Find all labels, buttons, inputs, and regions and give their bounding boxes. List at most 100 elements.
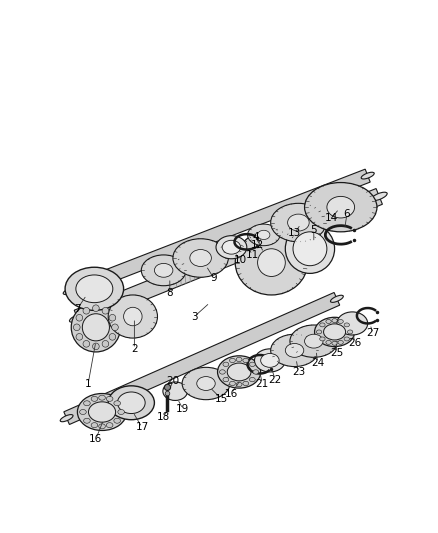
Ellipse shape (326, 319, 331, 324)
Ellipse shape (164, 384, 170, 391)
Ellipse shape (108, 386, 155, 419)
Polygon shape (67, 169, 370, 297)
Text: 3: 3 (191, 311, 198, 321)
Text: 7: 7 (74, 304, 81, 314)
Ellipse shape (114, 401, 120, 406)
Text: 20: 20 (166, 376, 180, 386)
Ellipse shape (230, 358, 235, 362)
Ellipse shape (91, 423, 98, 427)
Polygon shape (74, 189, 382, 326)
Text: 11: 11 (246, 250, 259, 260)
Ellipse shape (243, 381, 249, 386)
Text: 9: 9 (210, 273, 217, 283)
Ellipse shape (223, 377, 229, 382)
Ellipse shape (92, 343, 99, 350)
Ellipse shape (285, 343, 304, 357)
Ellipse shape (320, 337, 325, 341)
Ellipse shape (88, 402, 116, 422)
Ellipse shape (337, 312, 367, 335)
Ellipse shape (99, 424, 106, 429)
Text: 19: 19 (176, 404, 190, 414)
Ellipse shape (320, 323, 325, 327)
Ellipse shape (112, 324, 118, 330)
Ellipse shape (304, 182, 377, 232)
Ellipse shape (261, 353, 279, 367)
Ellipse shape (118, 409, 124, 415)
Ellipse shape (114, 418, 120, 423)
Ellipse shape (109, 314, 116, 321)
Ellipse shape (83, 308, 90, 314)
Ellipse shape (338, 319, 343, 324)
Ellipse shape (258, 230, 270, 239)
Ellipse shape (102, 308, 109, 314)
Text: 13: 13 (288, 228, 301, 238)
Ellipse shape (331, 295, 343, 302)
Ellipse shape (293, 232, 327, 265)
Ellipse shape (173, 239, 228, 277)
Text: 26: 26 (348, 338, 361, 348)
Ellipse shape (106, 397, 113, 401)
Text: 27: 27 (367, 328, 380, 338)
Ellipse shape (60, 415, 73, 422)
Ellipse shape (106, 423, 113, 427)
Ellipse shape (271, 203, 326, 242)
Ellipse shape (218, 356, 261, 388)
Text: 21: 21 (256, 378, 269, 389)
Ellipse shape (249, 377, 255, 382)
Text: 12: 12 (251, 240, 264, 250)
Ellipse shape (344, 337, 350, 341)
Ellipse shape (92, 305, 99, 311)
Ellipse shape (109, 334, 116, 340)
Ellipse shape (84, 418, 90, 423)
Text: 8: 8 (166, 288, 173, 298)
Text: 24: 24 (311, 358, 324, 368)
Polygon shape (64, 293, 340, 424)
Ellipse shape (108, 295, 158, 338)
Ellipse shape (102, 341, 109, 347)
Ellipse shape (80, 409, 86, 415)
Ellipse shape (227, 363, 251, 381)
Ellipse shape (361, 172, 374, 179)
Text: 2: 2 (131, 344, 138, 354)
Ellipse shape (243, 358, 249, 362)
Text: 23: 23 (292, 367, 305, 377)
Text: 17: 17 (135, 422, 149, 432)
Ellipse shape (63, 288, 76, 295)
Text: 5: 5 (311, 224, 317, 235)
Ellipse shape (288, 214, 309, 231)
Ellipse shape (344, 323, 350, 327)
Ellipse shape (304, 334, 323, 348)
Ellipse shape (327, 196, 355, 218)
Ellipse shape (91, 397, 98, 401)
Ellipse shape (316, 330, 322, 334)
Ellipse shape (236, 357, 242, 361)
Ellipse shape (216, 236, 247, 259)
Ellipse shape (70, 314, 85, 322)
Text: 16: 16 (89, 434, 102, 444)
Ellipse shape (326, 341, 331, 344)
Ellipse shape (254, 349, 285, 372)
Ellipse shape (76, 314, 83, 321)
Text: 25: 25 (330, 348, 343, 358)
Ellipse shape (82, 314, 110, 341)
Text: 14: 14 (325, 213, 338, 223)
Ellipse shape (78, 393, 127, 431)
Ellipse shape (338, 341, 343, 344)
Ellipse shape (249, 362, 255, 367)
Ellipse shape (332, 319, 337, 322)
Ellipse shape (371, 192, 387, 200)
Ellipse shape (83, 341, 90, 347)
Text: 22: 22 (268, 375, 282, 385)
Ellipse shape (236, 382, 242, 386)
Ellipse shape (314, 317, 355, 346)
Ellipse shape (324, 324, 346, 340)
Ellipse shape (347, 330, 353, 334)
Ellipse shape (222, 240, 240, 254)
Ellipse shape (76, 275, 113, 303)
Ellipse shape (71, 303, 120, 352)
Ellipse shape (230, 381, 235, 386)
Ellipse shape (65, 267, 124, 310)
Ellipse shape (117, 392, 145, 414)
Ellipse shape (182, 367, 230, 400)
Ellipse shape (219, 370, 225, 374)
